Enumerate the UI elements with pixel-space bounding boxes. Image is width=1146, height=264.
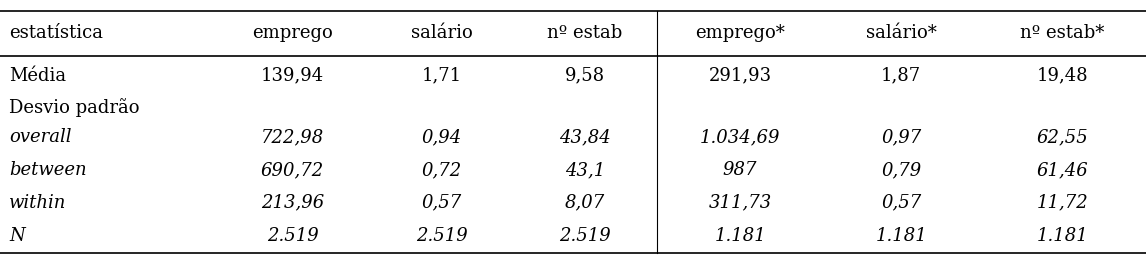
Text: 8,07: 8,07	[565, 194, 605, 212]
Text: estatística: estatística	[9, 24, 103, 42]
Text: 2.519: 2.519	[267, 227, 319, 245]
Text: 0,57: 0,57	[422, 194, 462, 212]
Text: 43,1: 43,1	[565, 161, 605, 179]
Text: nº estab*: nº estab*	[1020, 24, 1105, 42]
Text: 1.181: 1.181	[1037, 227, 1089, 245]
Text: 1,87: 1,87	[881, 67, 921, 85]
Text: 1.181: 1.181	[714, 227, 766, 245]
Text: salário: salário	[410, 24, 472, 42]
Text: between: between	[9, 161, 87, 179]
Text: 2.519: 2.519	[559, 227, 611, 245]
Text: 61,46: 61,46	[1037, 161, 1089, 179]
Text: nº estab: nº estab	[548, 24, 622, 42]
Text: 0,72: 0,72	[422, 161, 462, 179]
Text: 62,55: 62,55	[1037, 128, 1089, 146]
Text: 139,94: 139,94	[261, 67, 324, 85]
Text: 43,84: 43,84	[559, 128, 611, 146]
Text: 1.181: 1.181	[876, 227, 927, 245]
Text: 2.519: 2.519	[416, 227, 468, 245]
Text: 722,98: 722,98	[261, 128, 324, 146]
Text: within: within	[9, 194, 66, 212]
Text: 0,79: 0,79	[881, 161, 921, 179]
Text: 690,72: 690,72	[261, 161, 324, 179]
Text: emprego*: emprego*	[696, 24, 785, 42]
Text: 19,48: 19,48	[1037, 67, 1089, 85]
Text: 1.034,69: 1.034,69	[700, 128, 780, 146]
Text: 291,93: 291,93	[708, 67, 771, 85]
Text: 0,97: 0,97	[881, 128, 921, 146]
Text: 1,71: 1,71	[422, 67, 462, 85]
Text: overall: overall	[9, 128, 72, 146]
Text: 0,94: 0,94	[422, 128, 462, 146]
Text: Média: Média	[9, 67, 66, 85]
Text: 0,57: 0,57	[881, 194, 921, 212]
Text: emprego: emprego	[252, 24, 332, 42]
Text: 311,73: 311,73	[708, 194, 771, 212]
Text: 11,72: 11,72	[1037, 194, 1089, 212]
Text: N: N	[9, 227, 25, 245]
Text: 213,96: 213,96	[261, 194, 324, 212]
Text: 9,58: 9,58	[565, 67, 605, 85]
Text: salário*: salário*	[866, 24, 936, 42]
Text: Desvio padrão: Desvio padrão	[9, 98, 140, 117]
Text: 987: 987	[723, 161, 758, 179]
